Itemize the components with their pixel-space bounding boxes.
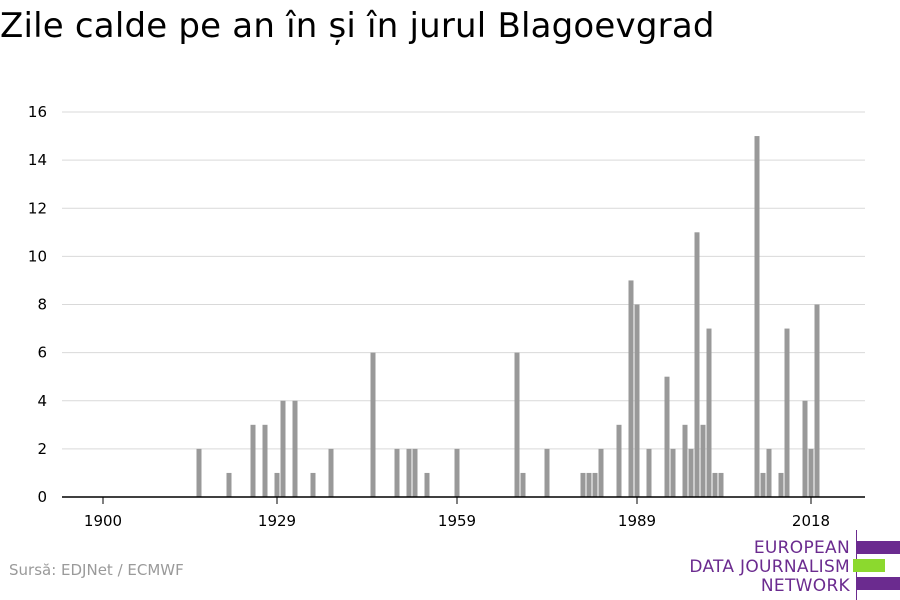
y-tick-label: 8 bbox=[37, 296, 47, 314]
bar bbox=[760, 472, 766, 497]
edjnet-logo: EUROPEAN DATA JOURNALISM NETWORK bbox=[689, 530, 900, 600]
bar bbox=[646, 448, 652, 497]
bar bbox=[406, 448, 412, 497]
bar bbox=[280, 400, 286, 497]
bar bbox=[700, 424, 706, 497]
bar bbox=[718, 472, 724, 497]
bar bbox=[544, 448, 550, 497]
bar bbox=[424, 472, 430, 497]
bar bbox=[628, 280, 634, 497]
bar bbox=[580, 472, 586, 497]
bar bbox=[670, 448, 676, 497]
y-tick-label: 6 bbox=[37, 344, 47, 362]
bar bbox=[592, 472, 598, 497]
bar bbox=[778, 472, 784, 497]
y-tick-label: 4 bbox=[37, 392, 47, 410]
bar bbox=[454, 448, 460, 497]
bar bbox=[688, 448, 694, 497]
bar bbox=[598, 448, 604, 497]
logo-line-3: NETWORK bbox=[760, 576, 850, 596]
bar bbox=[682, 424, 688, 497]
chart-title: Zile calde pe an în și în jurul Blagoevg… bbox=[0, 6, 715, 46]
bar bbox=[250, 424, 256, 497]
bar bbox=[520, 472, 526, 497]
logo-bar-green bbox=[853, 559, 885, 572]
logo-line-2: DATA JOURNALISM bbox=[689, 557, 850, 577]
y-tick-label: 14 bbox=[28, 151, 47, 169]
bar bbox=[196, 448, 202, 497]
y-tick-label: 12 bbox=[28, 199, 47, 217]
y-tick-label: 0 bbox=[37, 488, 47, 506]
bar bbox=[664, 376, 670, 497]
x-tick-label: 1900 bbox=[84, 512, 122, 530]
bar bbox=[412, 448, 418, 497]
bar bbox=[394, 448, 400, 497]
bar bbox=[634, 304, 640, 497]
bar bbox=[694, 232, 700, 497]
bar bbox=[754, 136, 760, 497]
logo-bar-purple-bottom bbox=[857, 577, 900, 590]
y-axis-ticks: 0 2 4 6 8 10 12 14 16 bbox=[28, 103, 47, 506]
x-tick-label: 1929 bbox=[258, 512, 296, 530]
logo-bar-purple-top bbox=[857, 541, 900, 554]
bar bbox=[616, 424, 622, 497]
bar bbox=[706, 328, 712, 497]
bar bbox=[226, 472, 232, 497]
bar bbox=[712, 472, 718, 497]
bar bbox=[814, 304, 820, 497]
y-tick-label: 2 bbox=[37, 440, 47, 458]
bar bbox=[766, 448, 772, 497]
x-axis-ticks: 1900 1929 1959 1989 2018 bbox=[84, 497, 830, 530]
x-tick-label: 2018 bbox=[792, 512, 830, 530]
logo-line-1: EUROPEAN bbox=[753, 538, 850, 558]
x-tick-label: 1959 bbox=[438, 512, 476, 530]
bar bbox=[586, 472, 592, 497]
bar bbox=[802, 400, 808, 497]
y-tick-label: 16 bbox=[28, 103, 47, 121]
source-note: Sursă: EDJNet / ECMWF bbox=[9, 561, 184, 579]
bar bbox=[808, 448, 814, 497]
bar bbox=[370, 352, 376, 497]
bar bbox=[292, 400, 298, 497]
bar bbox=[328, 448, 334, 497]
bar bbox=[310, 472, 316, 497]
bars bbox=[196, 136, 820, 497]
y-tick-label: 10 bbox=[28, 247, 47, 265]
x-tick-label: 1989 bbox=[618, 512, 656, 530]
gridlines bbox=[62, 111, 865, 450]
bar bbox=[274, 472, 280, 497]
bar bbox=[784, 328, 790, 497]
bar bbox=[514, 352, 520, 497]
bar bbox=[262, 424, 268, 497]
